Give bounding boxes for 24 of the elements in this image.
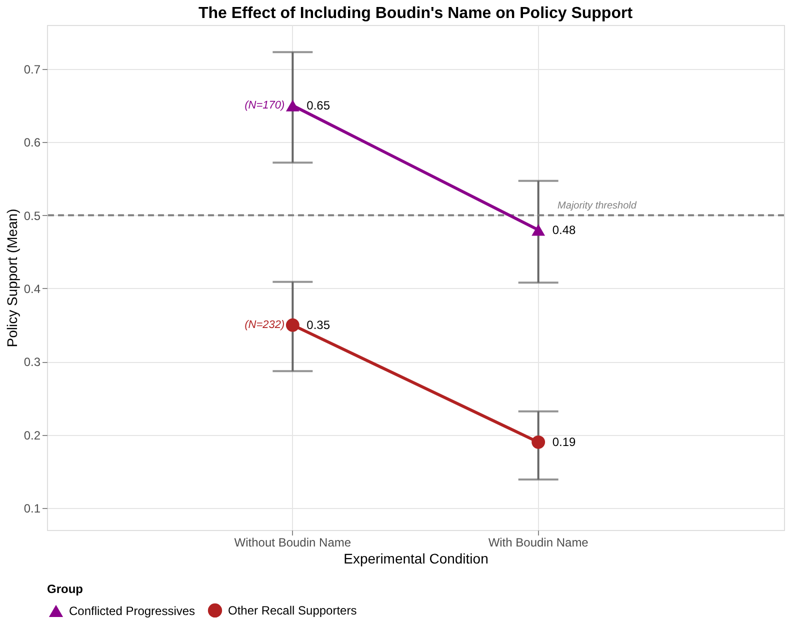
point <box>532 435 546 449</box>
data-label: 0.65 <box>306 98 330 113</box>
point <box>286 318 300 332</box>
data-label: 0.19 <box>552 435 576 450</box>
legend-label: Other Recall Supporters <box>228 603 357 618</box>
y-tick-label: 0.4 <box>24 282 41 296</box>
y-tick-label: 0.2 <box>24 428 41 442</box>
y-axis-title: Policy Support (Mean) <box>4 208 20 348</box>
chart-title: The Effect of Including Boudin's Name on Policy Support <box>198 5 634 22</box>
annotation: (N=170) <box>244 100 286 112</box>
ref-line-label: Majority threshold <box>558 200 637 212</box>
data-label: 0.48 <box>552 222 576 237</box>
legend-label: Conflicted Progressives <box>69 604 196 618</box>
x-tick-label: With Boudin Name <box>488 536 589 550</box>
y-tick-label: 0.1 <box>24 502 41 516</box>
y-tick-label: 0.3 <box>24 355 41 370</box>
x-tick-label: Without Boudin Name <box>234 536 352 550</box>
x-axis-title: Experimental Condition <box>344 550 488 566</box>
y-tick-label: 0.7 <box>24 62 41 76</box>
data-label: 0.35 <box>306 318 330 332</box>
y-tick-label: 0.6 <box>24 136 41 150</box>
legend-title: Group <box>47 582 83 596</box>
y-tick-label: 0.5 <box>24 208 41 223</box>
annotation: (N=232) <box>244 319 286 332</box>
